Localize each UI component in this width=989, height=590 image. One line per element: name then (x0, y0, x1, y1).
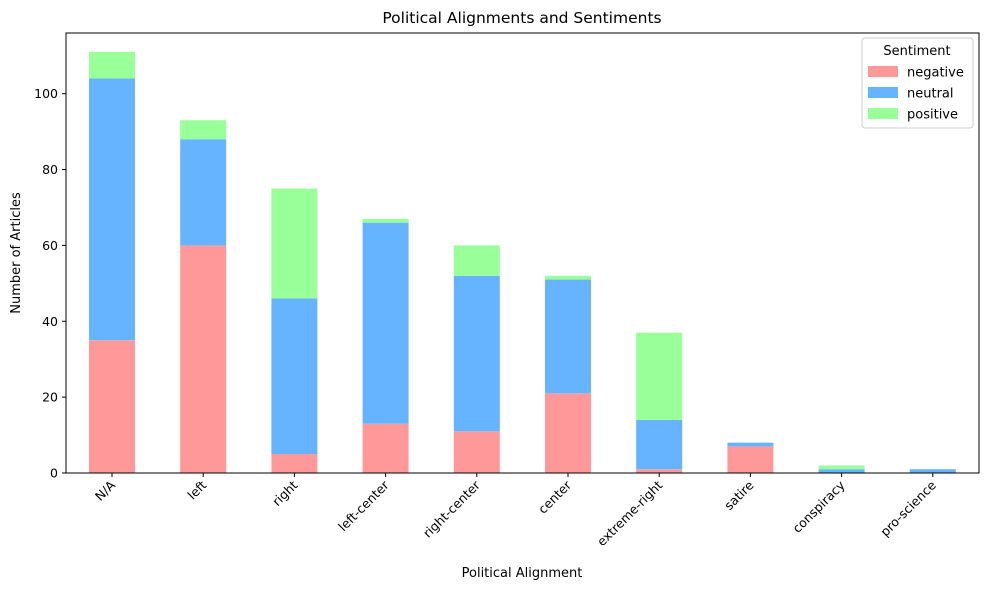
legend-items: negative neutral positive (868, 66, 964, 123)
bar-right-center-positive (453, 245, 500, 276)
bar-conspiracy-positive (818, 465, 865, 470)
legend-box (861, 37, 974, 129)
bar-n-a-neutral (89, 78, 135, 341)
y-tick-label: 60 (42, 238, 58, 253)
legend: Sentiment negative neutral positive (861, 37, 974, 129)
bar-center-positive (545, 275, 591, 280)
bars-group (89, 51, 956, 473)
bar-left-center-positive (362, 218, 409, 223)
legend-title: Sentiment (883, 44, 950, 59)
bar-right-neutral (271, 298, 318, 455)
bar-right-center-neutral (453, 275, 500, 432)
y-tick-label: 40 (42, 314, 58, 329)
bar-left-center-negative (362, 423, 409, 473)
y-tick-label: 20 (42, 390, 58, 405)
legend-label-negative: negative (907, 66, 964, 81)
y-axis-ticks: 0 20 40 60 80 100 (34, 86, 66, 481)
bar-n-a-positive (89, 51, 135, 79)
bar-right-positive (271, 188, 318, 299)
legend-swatch-neutral (868, 87, 898, 98)
bar-right-center-negative (453, 431, 500, 473)
bar-left-neutral (180, 139, 227, 246)
legend-label-positive: positive (907, 108, 958, 123)
chart-title: Political Alignments and Sentiments (382, 9, 661, 27)
bar-left-negative (180, 245, 227, 473)
bar-center-negative (545, 393, 591, 473)
y-tick-label: 0 (50, 466, 58, 481)
bar-conspiracy-neutral (818, 469, 865, 473)
bar-n-a-negative (89, 340, 135, 473)
bar-extreme-right-negative (636, 469, 683, 473)
y-axis-label: Number of Articles (9, 192, 24, 314)
legend-swatch-negative (868, 66, 898, 77)
plot-frame (65, 32, 980, 474)
y-tick-label: 100 (34, 86, 58, 101)
bar-left-positive (180, 120, 227, 140)
bar-pro-science-neutral (909, 469, 956, 473)
bar-satire-neutral (727, 442, 774, 447)
y-tick-label: 80 (42, 162, 58, 177)
bar-satire-negative (727, 446, 774, 473)
bar-right-negative (271, 454, 318, 473)
legend-label-neutral: neutral (907, 87, 954, 102)
bar-extreme-right-neutral (636, 419, 683, 470)
bar-extreme-right-positive (636, 332, 683, 420)
bar-left-center-neutral (362, 222, 409, 424)
bar-center-neutral (545, 279, 591, 394)
legend-swatch-positive (868, 108, 898, 119)
x-axis-label: Political Alignment (462, 566, 583, 581)
